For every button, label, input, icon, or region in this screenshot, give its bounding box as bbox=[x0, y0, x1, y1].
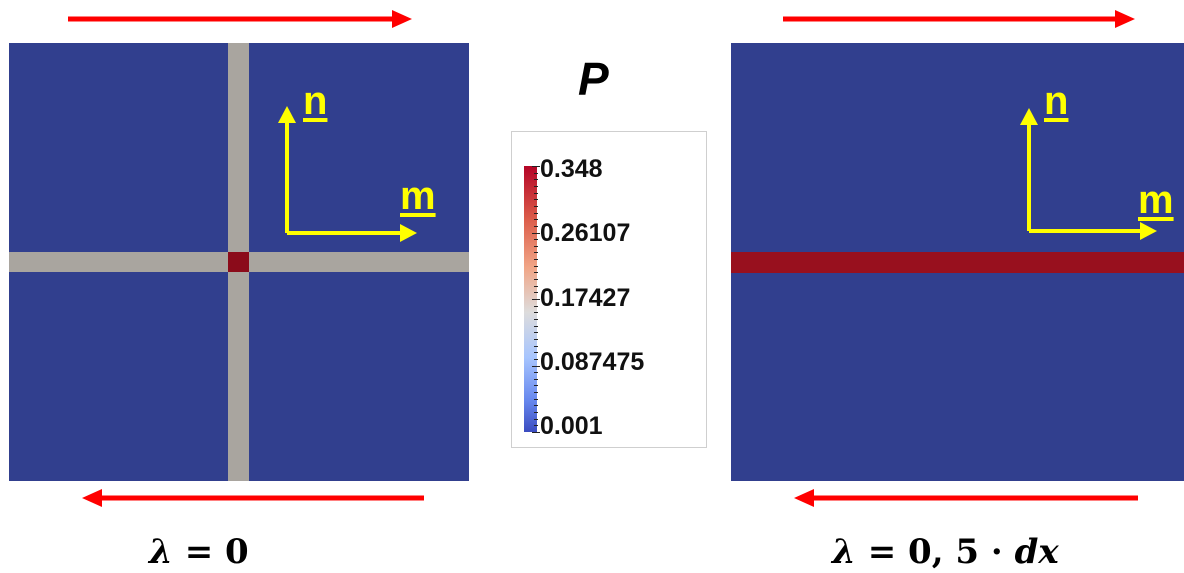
colorbar-tick bbox=[534, 332, 538, 334]
colorbar-tick bbox=[534, 352, 538, 354]
colorbar-tick bbox=[534, 318, 538, 320]
colorbar-tick bbox=[534, 205, 538, 207]
colorbar-tick bbox=[534, 418, 538, 420]
colorbar-tick bbox=[534, 265, 538, 267]
equals-sign: = bbox=[184, 532, 214, 572]
lambda-symbol: λ bbox=[149, 532, 173, 572]
colorbar-title: P bbox=[578, 53, 609, 105]
colorbar-tick bbox=[532, 365, 540, 367]
colorbar-tick bbox=[534, 412, 538, 414]
colorbar-tick bbox=[534, 325, 538, 327]
colorbar-label: 0.348 bbox=[540, 155, 603, 183]
colorbar-tick bbox=[534, 385, 538, 387]
colorbar-tick bbox=[534, 305, 538, 307]
right-field-panel: n m bbox=[731, 43, 1184, 481]
axis-arrows-icon bbox=[278, 106, 417, 242]
colorbar-tick bbox=[532, 299, 540, 300]
tangent-axis-label: m bbox=[1138, 178, 1174, 222]
colorbar-label: 0.087475 bbox=[540, 348, 645, 376]
colorbar-tick bbox=[534, 259, 538, 261]
colorbar-tick bbox=[534, 378, 538, 380]
arrow-right-icon bbox=[68, 10, 412, 28]
colorbar-tick bbox=[534, 252, 538, 254]
arrow-left-icon bbox=[82, 489, 424, 507]
colorbar-tick bbox=[534, 192, 538, 194]
colorbar-tick bbox=[534, 285, 538, 287]
colorbar: 0.348 0.26107 0.17427 0.087475 0.001 bbox=[511, 131, 707, 448]
left-caption: λ = 0 bbox=[149, 532, 249, 572]
normal-axis-label: n bbox=[303, 79, 328, 123]
colorbar-tick bbox=[534, 172, 538, 174]
colorbar-tick bbox=[534, 292, 538, 294]
colorbar-tick bbox=[534, 199, 538, 201]
colorbar-label: 0.001 bbox=[540, 412, 603, 440]
crack-intersection bbox=[228, 252, 249, 272]
horizontal-crack-band-right bbox=[731, 252, 1184, 273]
colorbar-tick bbox=[534, 225, 538, 227]
caption-value: 0 bbox=[225, 532, 249, 572]
colorbar-tick bbox=[532, 432, 540, 433]
normal-axis-label: n bbox=[1044, 79, 1069, 123]
colorbar-tick bbox=[534, 338, 538, 340]
colorbar-label: 0.17427 bbox=[540, 284, 631, 312]
colorbar-tick bbox=[534, 212, 538, 214]
colorbar-tick bbox=[534, 372, 538, 374]
colorbar-tick bbox=[534, 312, 538, 314]
colorbar-tick bbox=[532, 232, 540, 234]
colorbar-tick bbox=[532, 166, 540, 167]
left-field-panel: n m bbox=[9, 43, 469, 481]
tangent-axis-label: m bbox=[400, 174, 436, 218]
colorbar-tick bbox=[534, 405, 538, 407]
caption-unit: dx bbox=[1014, 532, 1059, 572]
colorbar-tick bbox=[534, 392, 538, 394]
colorbar-tick bbox=[534, 245, 538, 247]
axis-arrows-icon bbox=[1020, 108, 1157, 240]
colorbar-tick bbox=[534, 185, 538, 187]
dot-operator: · bbox=[990, 532, 1003, 572]
colorbar-tick bbox=[534, 219, 538, 221]
colorbar-tick bbox=[534, 398, 538, 400]
lambda-symbol: λ bbox=[832, 532, 856, 572]
colorbar-tick bbox=[534, 425, 538, 427]
colorbar-tick bbox=[534, 279, 538, 281]
arrow-right-icon bbox=[783, 10, 1135, 28]
colorbar-tick bbox=[534, 272, 538, 274]
colorbar-tick bbox=[534, 239, 538, 241]
right-caption: λ = 0, 5 · dx bbox=[832, 532, 1059, 572]
arrow-left-icon bbox=[794, 489, 1138, 507]
colorbar-tick bbox=[534, 345, 538, 347]
caption-value: 0, 5 bbox=[908, 532, 980, 572]
colorbar-tick bbox=[534, 358, 538, 360]
colorbar-label: 0.26107 bbox=[540, 219, 631, 247]
equals-sign: = bbox=[867, 532, 897, 572]
colorbar-tick bbox=[534, 179, 538, 181]
